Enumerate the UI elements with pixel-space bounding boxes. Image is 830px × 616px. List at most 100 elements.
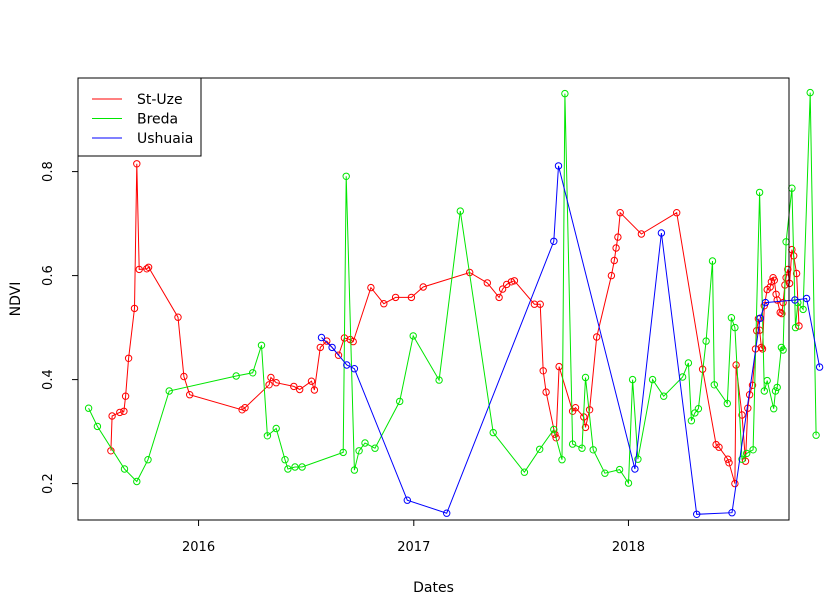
data-point [257, 341, 266, 349]
data-point [483, 279, 491, 287]
data-point [748, 381, 757, 389]
data-point [607, 271, 616, 280]
data-point [133, 477, 141, 486]
data-point [263, 432, 272, 440]
data-point [612, 244, 620, 252]
data-point [815, 363, 824, 371]
data-point [724, 455, 732, 463]
data-point [510, 277, 519, 285]
data-point [290, 382, 298, 391]
data-point [135, 265, 143, 274]
data-point [130, 304, 139, 313]
data-point [628, 375, 637, 384]
data-point [249, 369, 257, 377]
data-point [727, 314, 736, 322]
data-point [728, 509, 736, 517]
data-point [339, 448, 347, 457]
data-point [785, 279, 794, 288]
data-point [715, 443, 723, 451]
data-point [760, 387, 768, 395]
data-point [550, 425, 558, 434]
data-point [684, 359, 693, 367]
data-point [756, 314, 764, 322]
data-point [108, 412, 116, 420]
data-point [770, 276, 778, 284]
data-point [407, 293, 416, 302]
legend-label: Ushuaia [137, 131, 193, 147]
data-point [710, 381, 718, 389]
y-tick-label: 0.8 [41, 161, 56, 182]
y-tick-label: 0.2 [41, 473, 56, 494]
data-point [773, 383, 781, 392]
data-point [435, 376, 443, 384]
x-tick-label: 2017 [397, 540, 430, 555]
data-point [731, 323, 739, 332]
data-point [755, 188, 764, 197]
series-st-uze [107, 160, 803, 488]
data-point [554, 162, 563, 170]
data-point [708, 257, 717, 265]
data-point [298, 463, 306, 471]
data-point [495, 293, 503, 302]
data-point [812, 431, 820, 439]
data-point [232, 372, 240, 380]
data-point [334, 351, 343, 359]
series-breda [84, 88, 820, 487]
series-ushuaia [317, 162, 824, 518]
data-point [391, 293, 400, 302]
data-point [241, 404, 249, 412]
data-point [84, 404, 93, 412]
y-axis-title: NDVI [8, 282, 24, 317]
data-point [93, 422, 102, 431]
data-point [267, 373, 275, 382]
data-point [367, 283, 375, 292]
data-point [284, 465, 292, 473]
data-point [272, 424, 280, 433]
legend: St-Uze Breda Ushuaia [77, 77, 202, 157]
x-tick-label: 2016 [182, 540, 215, 555]
data-point [124, 354, 133, 362]
series-line [110, 163, 800, 484]
data-point [536, 445, 544, 453]
data-point [443, 509, 451, 517]
data-point [593, 333, 601, 341]
data-point [772, 290, 780, 298]
data-point [520, 468, 529, 476]
data-point [694, 405, 703, 413]
data-point [731, 479, 739, 488]
data-point [498, 285, 507, 293]
data-point [265, 381, 273, 389]
data-point [766, 283, 774, 291]
data-point [349, 337, 357, 346]
series-layer [84, 88, 824, 518]
data-point [732, 361, 740, 369]
data-point [291, 463, 299, 471]
data-point [552, 434, 560, 442]
data-point [350, 365, 359, 373]
data-point [601, 469, 609, 477]
data-point [380, 300, 388, 308]
data-point [550, 237, 558, 246]
data-point [578, 444, 586, 452]
data-point [771, 387, 780, 395]
data-point [763, 376, 771, 385]
data-point [802, 294, 811, 303]
data-point [133, 160, 141, 168]
data-point [687, 417, 696, 425]
data-point [757, 343, 766, 352]
data-point [558, 456, 566, 464]
data-point [539, 367, 547, 375]
data-point [530, 300, 539, 308]
data-point [342, 172, 350, 181]
data-point [779, 298, 787, 307]
data-point [634, 455, 642, 463]
data-point [272, 379, 280, 387]
data-point [784, 265, 792, 274]
data-point [738, 411, 746, 419]
data-point [143, 265, 151, 273]
data-point [741, 457, 750, 465]
data-point [589, 446, 597, 454]
data-point [542, 388, 550, 396]
data-point [758, 345, 767, 353]
data-point [761, 298, 770, 307]
